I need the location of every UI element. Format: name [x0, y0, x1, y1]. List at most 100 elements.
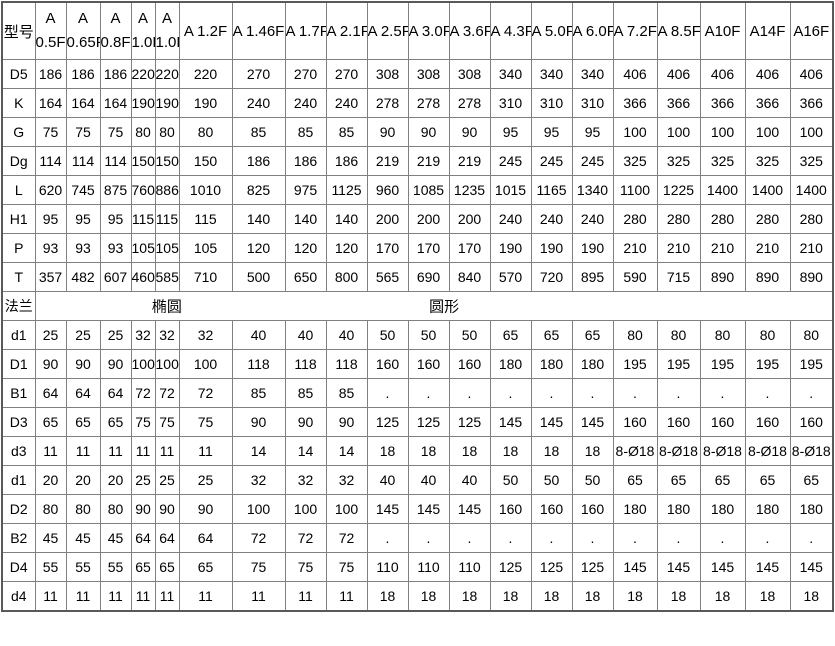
- column-header: A 0.5F: [34, 1, 67, 60]
- table-cell: 180: [612, 494, 658, 524]
- table-cell: 160: [448, 349, 491, 379]
- table-cell: 93: [34, 233, 67, 263]
- table-cell: 219: [448, 146, 491, 176]
- table-row: B1 64 64 64 72 72 72 85 85 85...........: [1, 378, 834, 408]
- table-cell: 55: [34, 552, 67, 582]
- row-label: d1: [1, 320, 36, 350]
- table-cell: 90: [34, 349, 67, 379]
- table-cell: 14: [231, 436, 286, 466]
- table-cell: 145: [530, 407, 573, 437]
- table-cell: 280: [699, 204, 746, 234]
- table-cell: 1010: [178, 175, 233, 205]
- table-cell: 278: [366, 88, 409, 118]
- table-cell: 280: [612, 204, 658, 234]
- column-header-line-bottom: 1.0F: [155, 34, 178, 51]
- column-header: A 1.2F: [178, 1, 233, 60]
- table-cell: 366: [789, 88, 834, 118]
- table-cell: 100: [130, 349, 156, 379]
- table-cell: 18: [744, 581, 791, 612]
- table-body: D5 186 186 186 220 220 220 270 270 270 308 308 308 34…: [1, 59, 834, 612]
- table-cell: 125: [366, 407, 409, 437]
- table-cell: 18: [448, 581, 491, 612]
- table-cell: 75: [99, 117, 132, 147]
- corner-header-model: 型号: [1, 1, 36, 60]
- table-cell: 40: [231, 320, 286, 350]
- table-cell: 366: [744, 88, 791, 118]
- table-cell: .: [699, 523, 746, 553]
- table-cell: 95: [489, 117, 532, 147]
- table-cell: 270: [231, 59, 286, 89]
- table-cell: 72: [325, 523, 368, 553]
- table-row: D5 186 186 186 220 220 220 270 270 270 308 308 308 34…: [1, 59, 834, 89]
- table-cell: 875: [99, 175, 132, 205]
- table-cell: 145: [699, 552, 746, 582]
- table-cell: 65: [612, 465, 658, 495]
- table-cell: 80: [130, 117, 156, 147]
- table-cell: 45: [99, 523, 132, 553]
- table-cell: 180: [656, 494, 701, 524]
- flange-merged-cell: 椭圆 圆形: [34, 291, 834, 321]
- table-cell: .: [571, 378, 614, 408]
- table-cell: 825: [231, 175, 286, 205]
- table-cell: 650: [284, 262, 327, 292]
- table-cell: 90: [231, 407, 286, 437]
- table-cell: 18: [489, 436, 532, 466]
- row-label: K: [1, 88, 36, 118]
- table-cell: 170: [448, 233, 491, 263]
- table-cell: 75: [178, 407, 233, 437]
- table-cell: 240: [325, 88, 368, 118]
- table-cell: 160: [699, 407, 746, 437]
- table-cell: 240: [530, 204, 573, 234]
- table-cell: 90: [448, 117, 491, 147]
- table-cell: 65: [178, 552, 233, 582]
- table-cell: 200: [448, 204, 491, 234]
- table-cell: 90: [407, 117, 450, 147]
- table-cell: 140: [231, 204, 286, 234]
- column-header-line-top: A: [161, 10, 172, 27]
- table-cell: 325: [789, 146, 834, 176]
- table-cell: 80: [154, 117, 180, 147]
- table-cell: 32: [231, 465, 286, 495]
- table-cell: 11: [34, 581, 67, 612]
- table-cell: 32: [284, 465, 327, 495]
- table-cell: 975: [284, 175, 327, 205]
- table-cell: 280: [656, 204, 701, 234]
- table-cell: .: [530, 378, 573, 408]
- table-cell: 40: [284, 320, 327, 350]
- table-cell: 20: [99, 465, 132, 495]
- table-cell: 278: [448, 88, 491, 118]
- table-cell: 64: [130, 523, 156, 553]
- flange-oval-label: 椭圆: [151, 298, 182, 316]
- table-cell: 72: [154, 378, 180, 408]
- table-cell: 85: [231, 378, 286, 408]
- table-cell: 570: [489, 262, 532, 292]
- table-cell: 100: [612, 117, 658, 147]
- table-cell: 100: [699, 117, 746, 147]
- table-cell: 32: [178, 320, 233, 350]
- table-cell: 366: [656, 88, 701, 118]
- column-header: A14F: [744, 1, 791, 60]
- table-cell: 190: [530, 233, 573, 263]
- table-cell: 118: [325, 349, 368, 379]
- table-cell: 55: [99, 552, 132, 582]
- table-cell: 105: [130, 233, 156, 263]
- table-cell: 115: [130, 204, 156, 234]
- row-label: d3: [1, 436, 36, 466]
- table-cell: .: [612, 523, 658, 553]
- table-cell: 180: [571, 349, 614, 379]
- column-header-line-bottom: 1.0F: [131, 34, 154, 51]
- table-cell: 95: [571, 117, 614, 147]
- table-cell: 500: [231, 262, 286, 292]
- table-cell: 72: [231, 523, 286, 553]
- table-cell: 308: [448, 59, 491, 89]
- table-cell: 278: [407, 88, 450, 118]
- table-row: d3 11 11 11 11 11 11 14 14 14 18 18 18 18 18 18 8-Ø18 8-Ø…: [1, 436, 834, 466]
- table-row: d4 11 11 11 11 11 11 11 11 11 18 18 18 18 18 18 18 18 18 18…: [1, 581, 834, 612]
- table-cell: 180: [489, 349, 532, 379]
- table-cell: 270: [325, 59, 368, 89]
- table-cell: 325: [699, 146, 746, 176]
- table-row: P 93 93 93 105 105 105 120 120 120 170 170 170 190 190…: [1, 233, 834, 263]
- table-cell: 340: [530, 59, 573, 89]
- table-cell: 310: [571, 88, 614, 118]
- table-cell: 366: [699, 88, 746, 118]
